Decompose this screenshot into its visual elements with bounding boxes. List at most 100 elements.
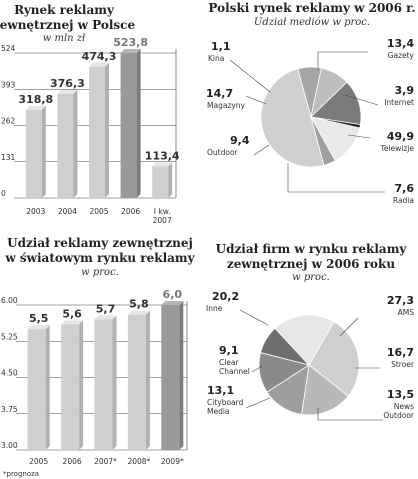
chart-3-pie-slice	[308, 321, 360, 397]
chart-3-slice-label: Inne	[206, 304, 223, 313]
chart-0-bar-front	[120, 53, 137, 198]
chart-2-data-label: 6,0	[163, 288, 183, 301]
chart-2-category-label: 2005	[29, 457, 48, 466]
chart-2-data-label: 5,7	[96, 303, 116, 316]
chart-2-category-label: 2007*	[94, 457, 117, 466]
chart-1-slice-label: Radia	[393, 196, 414, 205]
chart-2-bar-side	[112, 315, 117, 450]
chart-3-pie-slice	[274, 314, 335, 366]
chart-3-slice-label: Cityboard	[207, 398, 244, 407]
chart-3-leader-line	[251, 365, 263, 373]
chart-0-bar	[89, 62, 109, 198]
chart-1-slice-value: 14,7	[206, 87, 233, 100]
chart-3-pie-slice	[301, 364, 349, 416]
chart-2-bars: 3.00 3.75 4.50 5.25 6.00 5,5 2005 5,6 2006 5,7 200…	[1, 288, 188, 478]
chart-0-bar	[120, 49, 141, 198]
chart-3-leader-line	[317, 408, 383, 421]
chart-0-bar-front	[25, 109, 42, 198]
chart-3-slice-value: 16,7	[387, 346, 414, 359]
chart-2-bar-top	[94, 315, 117, 320]
chart-1-slice-label: Telewizje	[380, 144, 415, 153]
chart-2-y-tick-label: 6.00	[1, 296, 18, 305]
chart-0-category-label: 2005	[89, 207, 108, 216]
chart-2-bar-side	[145, 310, 150, 450]
chart-2-title-line: Udział reklamy zewnętrznej	[7, 236, 193, 250]
chart-2-bar	[61, 320, 84, 450]
chart-2-category-label: 2006	[63, 457, 82, 466]
chart-0-category-label: 2006	[121, 207, 140, 216]
chart-2-y-tick-label: 3.00	[1, 441, 18, 450]
chart-2-title-line: w światowym rynku reklamy	[4, 251, 195, 265]
chart-3-leader-line	[339, 317, 359, 337]
chart-0-category-label: 2007	[153, 216, 172, 225]
chart-3-subtitle: w proc.	[292, 272, 330, 283]
chart-3-slice-value: 27,3	[387, 294, 414, 307]
chart-1-slice-value: 1,1	[211, 40, 231, 53]
chart-1-slice-label: Outdoor	[207, 148, 239, 157]
chart-2-bar-top	[161, 301, 184, 305]
chart-2-bar	[27, 325, 50, 450]
chart-1-title-line: Polski rynek reklamy w 2006 r.	[208, 1, 415, 15]
chart-3-slice-value: 20,2	[212, 290, 239, 303]
chart-1-leader-line	[229, 59, 271, 93]
chart-0-bar-side	[41, 105, 46, 198]
chart-0-bar-top	[25, 105, 46, 110]
chart-1-slice-label: Gazety	[388, 51, 415, 60]
chart-1-pie-slice	[310, 116, 336, 166]
chart-0-y-tick-label: 262	[1, 117, 16, 126]
chart-0-category-label: 2003	[26, 207, 45, 216]
chart-2-bar-front	[161, 305, 180, 450]
chart-0-bar	[25, 105, 46, 198]
chart-3-slice-label: AMS	[398, 308, 415, 317]
chart-0-data-label: 474,3	[82, 50, 117, 63]
chart-1-slice-label: Magazyny	[207, 101, 246, 110]
chart-0-data-label: 523,8	[113, 36, 148, 49]
chart-1-slice-value: 49,9	[387, 130, 414, 143]
chart-1-leader-line	[245, 95, 267, 105]
chart-3-slice-label: News	[394, 402, 414, 411]
chart-0-bar-side	[136, 49, 141, 198]
chart-2-category-label: 2009*	[161, 457, 184, 466]
chart-0-bar-side	[73, 89, 78, 198]
chart-1-pie-slice	[260, 68, 325, 168]
chart-2-bar-side	[179, 301, 184, 450]
chart-3-slice-value: 13,1	[207, 384, 234, 397]
chart-0-bar-top	[57, 89, 78, 94]
chart-1-slice-value: 7,6	[395, 182, 415, 195]
chart-2-bar-front	[61, 324, 80, 450]
chart-2-footnote: *prognoza	[3, 470, 39, 478]
chart-1-slice-value: 13,4	[387, 37, 414, 50]
chart-0-data-label: 113,4	[145, 150, 180, 163]
chart-0-y-tick-label: 524	[1, 44, 16, 53]
chart-0-category-label: 2004	[58, 207, 77, 216]
chart-0-data-label: 376,3	[50, 77, 85, 90]
chart-2-category-label: 2008*	[127, 457, 150, 466]
chart-0-bar-top	[152, 162, 173, 167]
chart-2-y-tick-label: 4.50	[1, 369, 18, 378]
chart-0-bar-front	[57, 93, 74, 198]
chart-2-bar-side	[45, 325, 50, 450]
chart-3-slice-label: Stroer	[391, 360, 415, 369]
chart-2-bar-front	[127, 314, 146, 450]
chart-2-subtitle: w proc.	[81, 267, 119, 278]
chart-1-slice-value: 9,4	[230, 134, 250, 147]
chart-0-bar-side	[168, 162, 173, 198]
chart-0-bar-front	[152, 166, 169, 198]
chart-1-leader-line	[287, 163, 385, 193]
chart-0-bar-top	[120, 49, 141, 54]
chart-2-bar-front	[94, 319, 113, 450]
chart-2-bar-front	[27, 329, 46, 450]
chart-0-bar	[152, 162, 173, 198]
chart-1-leader-line	[347, 134, 371, 139]
chart-3-slice-label: Outdoor	[383, 411, 415, 420]
chart-1-slice-value: 3,9	[395, 84, 415, 97]
chart-3-slice-value: 9,1	[219, 344, 239, 357]
chart-2-bar-side	[79, 320, 84, 450]
chart-2-bar	[161, 301, 184, 450]
chart-2-bar	[94, 315, 117, 450]
chart-2-data-label: 5,8	[129, 298, 149, 311]
chart-0-data-label: 318,8	[18, 93, 53, 106]
chart-0-title-line: Rynek reklamy	[14, 3, 115, 17]
